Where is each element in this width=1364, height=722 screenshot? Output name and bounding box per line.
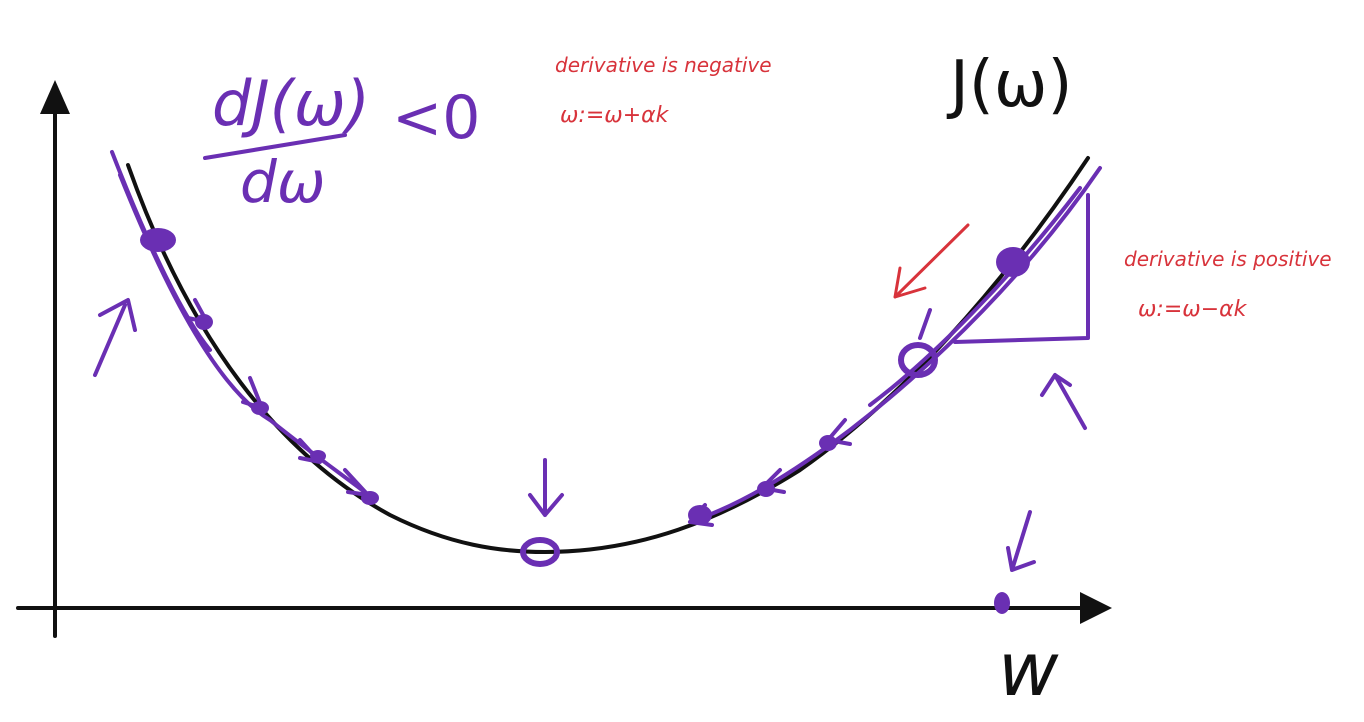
derivative-expression: dJ(ω) dω <0	[203, 67, 480, 216]
axes	[16, 108, 1087, 638]
w-axis-label: w	[998, 627, 1059, 713]
minimum-point	[520, 458, 564, 567]
derivative-numerator: dJ(ω)	[212, 67, 370, 140]
w-axis-point	[994, 510, 1036, 614]
left-up-arrow-mark	[93, 298, 137, 377]
cost-function-label: J(ω)	[946, 48, 1072, 122]
y-axis-arrowhead	[40, 80, 70, 114]
right-descent-trace	[688, 166, 1102, 527]
derivative-relation: <0	[392, 83, 480, 153]
fraction-bar	[203, 133, 347, 160]
right-step-points	[688, 247, 1030, 525]
left-step-points	[140, 228, 379, 505]
right-up-arrow-mark	[1040, 373, 1087, 430]
slope-triangle	[953, 193, 1090, 344]
right-note-line2: ω:=ω−αk	[1138, 297, 1248, 322]
left-note-line2: ω:=ω+αk	[560, 103, 670, 128]
x-axis-arrowhead	[1080, 592, 1112, 624]
left-note-line1: derivative is negative	[555, 53, 772, 77]
red-direction-arrow	[893, 223, 970, 299]
cost-curve	[126, 156, 1090, 555]
derivative-denominator: dω	[240, 148, 325, 216]
right-note-line1: derivative is positive	[1124, 247, 1332, 271]
